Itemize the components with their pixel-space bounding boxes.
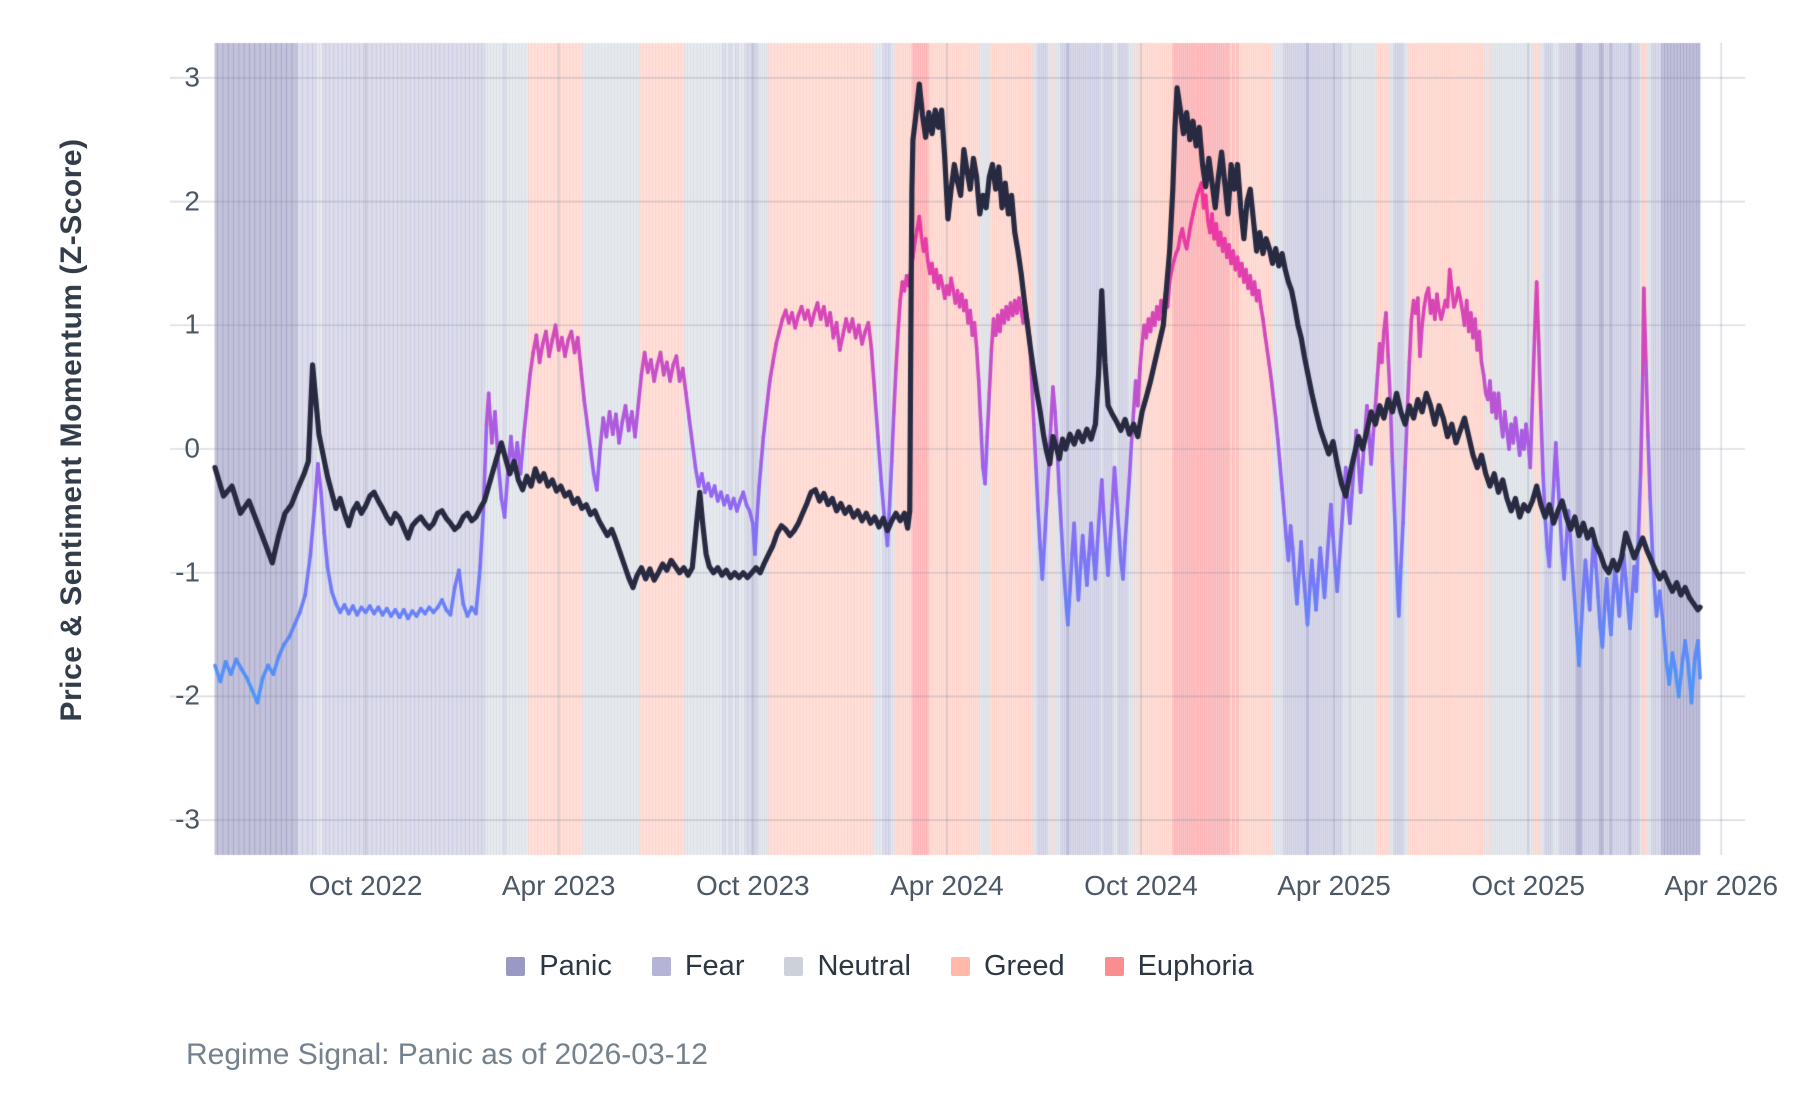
legend-item-neutral[interactable]: Neutral <box>784 950 911 983</box>
y-tick-label: -1 <box>175 556 200 588</box>
legend-swatch-greed <box>950 957 970 976</box>
legend-label: Euphoria <box>1137 950 1254 982</box>
legend-item-panic[interactable]: Panic <box>506 950 612 983</box>
legend-label: Neutral <box>817 950 911 982</box>
y-tick-label: 1 <box>184 308 200 340</box>
legend-label: Fear <box>684 950 745 982</box>
legend-label: Panic <box>539 950 612 982</box>
regime-signal-text: Regime Signal: Panic as of 2026-03-12 <box>186 1038 708 1071</box>
x-tick-label: Apr 2024 <box>890 870 1004 901</box>
y-axis-title: Price & Sentiment Momentum (Z-Score) <box>55 138 88 722</box>
x-tick-label: Oct 2022 <box>308 870 423 901</box>
legend-item-fear[interactable]: Fear <box>651 950 745 983</box>
x-tick-label: Apr 2025 <box>1277 870 1391 901</box>
x-tick-label: Oct 2024 <box>1084 870 1198 901</box>
x-tick-label: Oct 2023 <box>695 870 810 901</box>
x-tick-label: Apr 2023 <box>501 870 616 901</box>
legend-swatch-fear <box>651 957 671 976</box>
y-tick-label: -2 <box>175 679 200 711</box>
x-tick-label: Oct 2025 <box>1471 870 1585 901</box>
y-tick-label: 2 <box>184 184 200 216</box>
y-tick-label: 0 <box>184 432 200 464</box>
legend-swatch-neutral <box>784 957 804 976</box>
y-tick-label: 3 <box>184 61 200 93</box>
legend-label: Greed <box>983 950 1065 982</box>
legend-swatch-euphoria <box>1104 957 1124 976</box>
y-tick-label: -3 <box>175 803 200 835</box>
x-tick-label: Apr 2026 <box>1664 870 1779 901</box>
legend-item-greed[interactable]: Greed <box>950 950 1065 983</box>
legend-swatch-panic <box>506 957 526 976</box>
legend-item-euphoria[interactable]: Euphoria <box>1104 950 1254 983</box>
legend: Panic Fear Neutral Greed Euphoria <box>0 950 1760 983</box>
